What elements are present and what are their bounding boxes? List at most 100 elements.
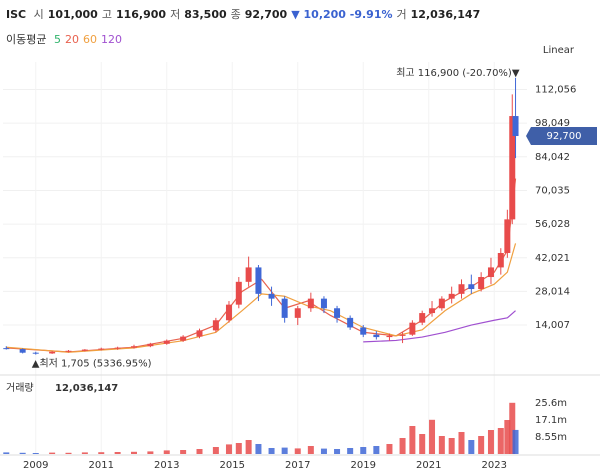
ma-legend-entry: 5 [53, 33, 61, 46]
volume-bar [512, 429, 519, 454]
volume-bar [468, 440, 475, 454]
candle-body [448, 293, 455, 299]
field-value: 83,500 [184, 8, 227, 21]
candle-body [429, 308, 436, 314]
volume-bar [3, 452, 10, 454]
volume-bar [163, 450, 170, 454]
x-tick-label: 2009 [23, 460, 48, 471]
x-tick-label: 2021 [416, 460, 441, 471]
volume-bar [81, 452, 88, 454]
candle-body [360, 327, 367, 335]
volume-bar [419, 434, 426, 454]
volume-tick-label: 25.6m [535, 398, 567, 409]
candle-body [294, 308, 301, 318]
x-tick-label: 2023 [482, 460, 507, 471]
y-tick-label: 28,014 [535, 286, 570, 297]
candle-body [512, 116, 519, 136]
volume-tick-label: 8.55m [535, 432, 567, 443]
volume-bar [281, 447, 288, 454]
candle-body [3, 348, 10, 350]
volume-bar [409, 426, 416, 454]
low-annotation: ▲최저 1,705 (5336.95%) [32, 358, 152, 370]
volume-bar [32, 453, 39, 454]
ma-title: 이동평균 [6, 33, 47, 46]
volume-bar [360, 447, 367, 454]
volume-bar [19, 452, 26, 454]
candle-body [147, 343, 154, 347]
x-tick-label: 2015 [220, 460, 245, 471]
candle-body [180, 336, 187, 341]
y-tick-label: 84,042 [535, 152, 570, 163]
candle-body [49, 351, 56, 354]
volume-bar [487, 430, 494, 454]
candle-body [320, 298, 327, 309]
high-annotation: 최고 116,900 (-20.70%)▼ [396, 67, 520, 79]
candle-body [163, 340, 170, 344]
volume-bar [98, 452, 105, 454]
volume-bar [399, 438, 406, 454]
candle-body [225, 304, 232, 321]
volume-bar [438, 436, 445, 454]
candle-body [81, 349, 88, 351]
candle-body [458, 284, 465, 294]
candle-body [504, 219, 511, 253]
field-label: 거 [396, 8, 407, 21]
volume-bar [147, 451, 154, 454]
candle-body [386, 335, 393, 338]
field-label: 종 [230, 8, 241, 21]
moving-average-legend: 이동평균 5 20 60 120 [6, 31, 126, 47]
volume-bar [114, 452, 121, 454]
x-tick-label: 2019 [351, 460, 376, 471]
volume-bar [478, 436, 485, 454]
volume-bar [307, 446, 314, 454]
candle-body [196, 330, 203, 337]
field-value: 12,036,147 [410, 8, 481, 21]
x-tick-label: 2013 [154, 460, 179, 471]
ma-legend-entry: 60 [82, 33, 97, 46]
candle-body [409, 322, 416, 335]
volume-bar [509, 402, 516, 454]
price-change: ▼ 10,200 -9.91% [291, 8, 393, 21]
candle-body [307, 298, 314, 309]
last-price-label: 92,700 [547, 131, 582, 142]
y-tick-label: 70,035 [535, 185, 570, 196]
volume-bar [386, 444, 393, 454]
candle-body [114, 347, 121, 349]
volume-bar [235, 443, 242, 454]
candle-body [131, 346, 137, 348]
volume-bar [294, 448, 301, 454]
candle-body [65, 350, 72, 352]
candle-body [212, 320, 219, 331]
volume-bar [334, 449, 341, 454]
x-tick-label: 2011 [89, 460, 114, 471]
field-label: 저 [170, 8, 181, 21]
volume-title-value: 12,036,147 [55, 383, 118, 394]
ma-legend-entry: 120 [100, 33, 122, 46]
y-tick-label: 112,056 [535, 84, 576, 95]
y-tick-label: 42,021 [535, 253, 570, 264]
candle-body [497, 252, 504, 268]
candle-body [438, 298, 445, 309]
field-value: 101,000 [47, 8, 98, 21]
y-tick-label: 56,028 [535, 219, 570, 230]
volume-bar [448, 438, 455, 454]
volume-tick-label: 17.1m [535, 415, 567, 426]
volume-bar [268, 448, 275, 454]
scale-label: Linear [543, 45, 575, 56]
volume-bar [497, 428, 504, 454]
field-label: 고 [101, 8, 112, 21]
quote-header: ISC 시 101,000 고 116,900 저 83,500 종 92,700 ▼ 10,2… [6, 6, 484, 22]
candle-body [509, 116, 516, 220]
candle-body [281, 298, 288, 318]
field-value: 92,700 [244, 8, 288, 21]
last-price-tag [526, 126, 597, 145]
volume-bar [65, 452, 72, 454]
x-tick-label: 2017 [285, 460, 310, 471]
volume-bar [504, 420, 511, 454]
candle-body [268, 293, 275, 299]
volume-title: 거래량 [6, 382, 34, 394]
candle-body [419, 313, 426, 323]
volume-bar [373, 446, 380, 454]
